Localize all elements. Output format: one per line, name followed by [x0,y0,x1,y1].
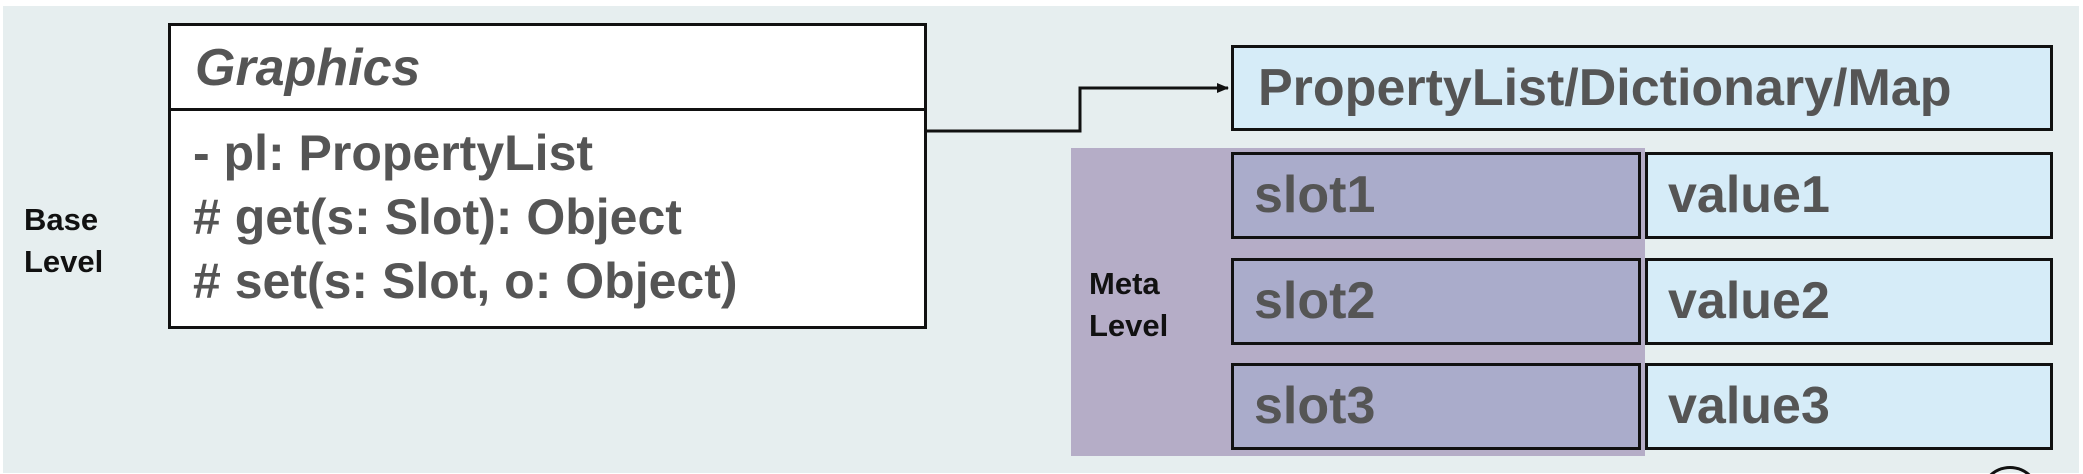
class-member-set-method: # set(s: Slot, o: Object) [193,253,738,309]
slot-cell: slot1 [1231,152,1641,239]
slot-cell: slot3 [1231,363,1641,450]
value-cell: value1 [1645,152,2053,239]
slot-cell: slot2 [1231,258,1641,345]
base-level-label-line-2: Level [24,244,104,279]
class-name: Graphics [171,26,924,111]
meta-level-label-line-1: Meta [1089,266,1160,301]
value-cell: value2 [1645,258,2053,345]
meta-level-label: Meta Level [1089,263,1168,347]
base-level-label: Base Level [24,199,103,283]
class-member-get-method: # get(s: Slot): Object [193,189,682,245]
property-map-header: PropertyList/Dictionary/Map [1231,45,2053,131]
value-cell: value3 [1645,363,2053,450]
base-level-label-line-1: Base [24,202,99,237]
graphics-class-box: Graphics - pl: PropertyList # get(s: Slo… [168,23,927,329]
meta-level-label-line-2: Level [1089,308,1169,343]
class-member-field: - pl: PropertyList [193,125,594,181]
